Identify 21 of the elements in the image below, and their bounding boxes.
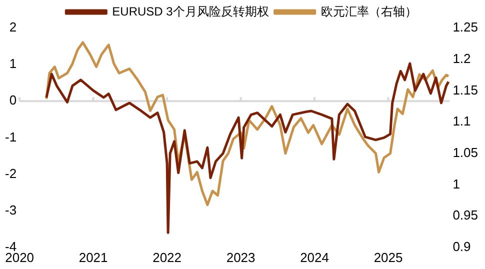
y2-tick-label: 1.05 (452, 144, 478, 160)
y2-tick-label: 0.9 (452, 238, 471, 254)
x-tick-label: 2024 (300, 250, 329, 265)
y-tick-label: -2 (4, 166, 17, 181)
x-tick-label: 2022 (152, 250, 182, 265)
y-tick-label: 0 (9, 92, 17, 108)
y2-tick-label: 1.15 (452, 82, 478, 98)
legend-label: EURUSD 3个月风险反转期权 (112, 4, 269, 18)
y2-tick-label: 1.25 (452, 20, 478, 35)
y2-tick-label: 1 (452, 176, 460, 192)
x-tick-label: 2021 (78, 250, 108, 265)
x-tick-label: 2023 (226, 250, 256, 265)
y-tick-label: -1 (4, 129, 17, 144)
y-tick-label: -3 (4, 202, 17, 218)
y-tick-label: 2 (9, 20, 17, 35)
y2-tick-label: 0.95 (452, 208, 478, 223)
y-tick-label: 1 (9, 56, 17, 72)
legend-label: 欧元汇率（右轴） (320, 4, 417, 18)
y2-tick-label: 1.2 (452, 50, 471, 66)
y2-tick-label: 1.1 (452, 114, 471, 129)
x-tick-label: 2025 (374, 250, 403, 265)
